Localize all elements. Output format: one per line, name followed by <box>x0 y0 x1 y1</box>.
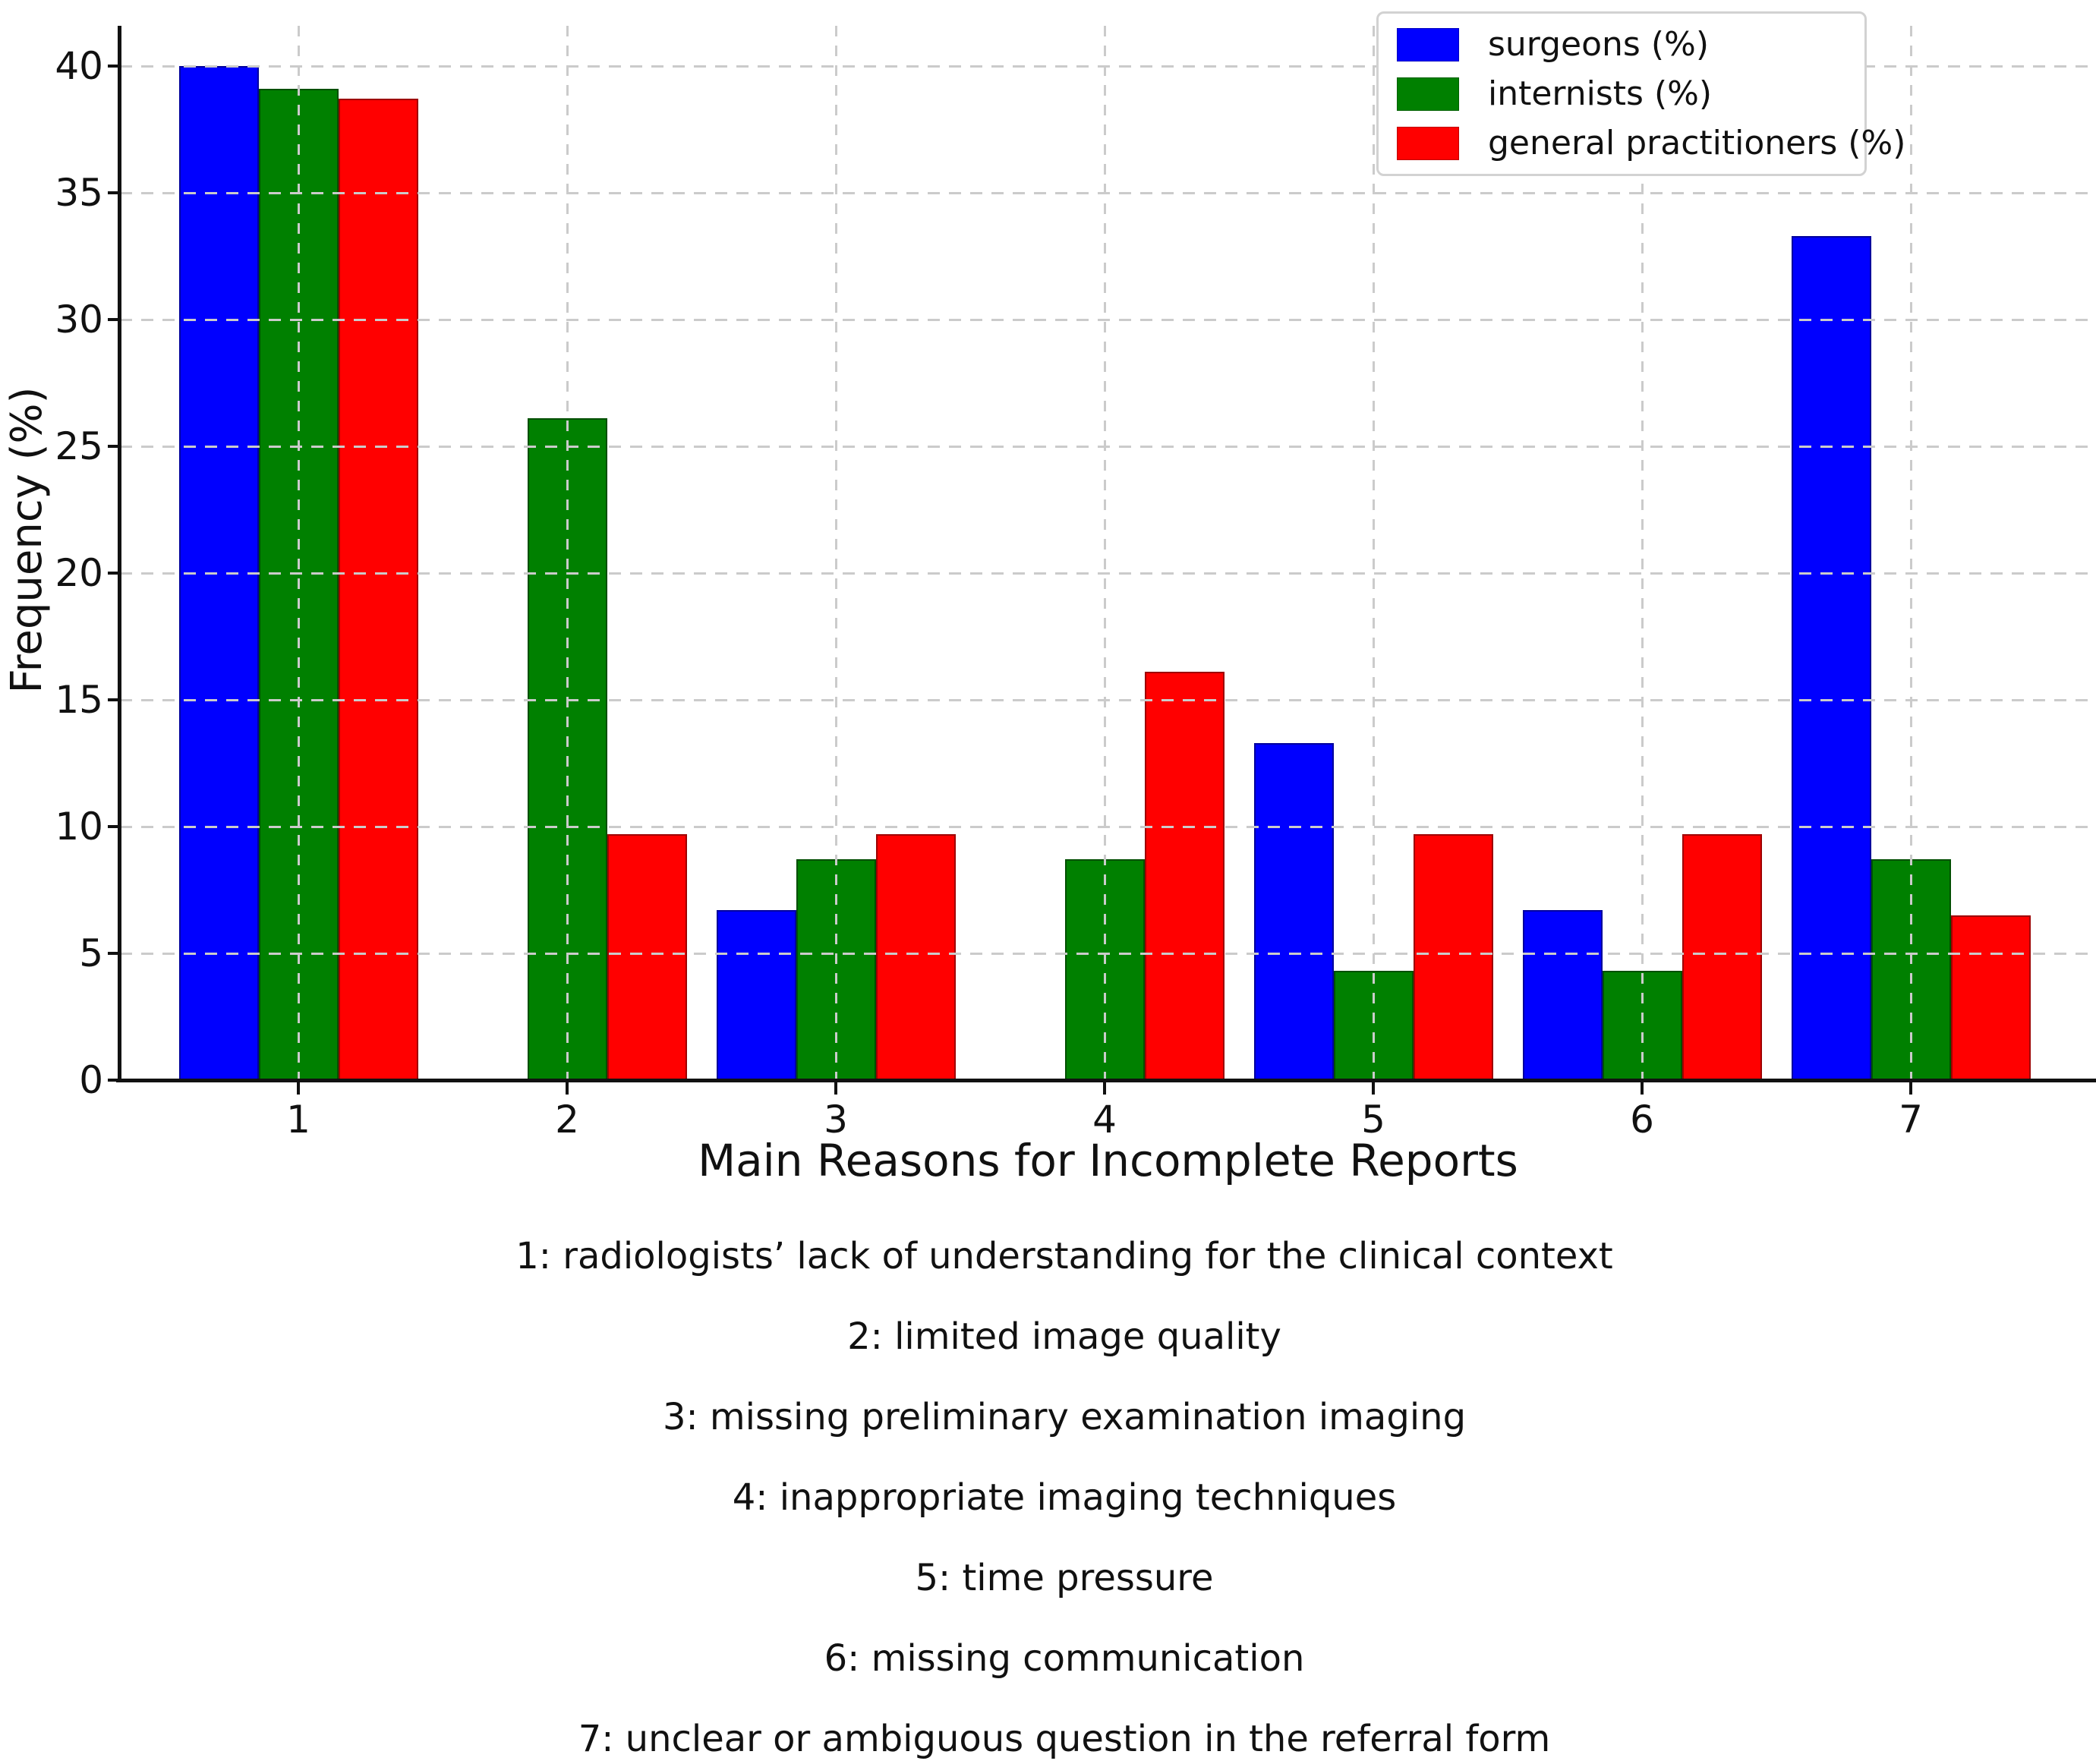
x-tick-2 <box>566 1082 569 1095</box>
x-tick-label-3: 3 <box>824 1098 848 1142</box>
y-tick-label-30: 30 <box>55 298 103 342</box>
footnote-line: 5: time pressure <box>915 1557 1214 1599</box>
y-tick-label-20: 20 <box>55 551 103 595</box>
legend-swatch-icon <box>1397 27 1459 61</box>
bar-general-practitioners-5 <box>1413 834 1493 1080</box>
v-gridline-2 <box>566 26 569 1080</box>
y-axis-line <box>118 26 121 1082</box>
h-gridline-25 <box>120 445 2096 448</box>
footnote-line: 6: missing communication <box>824 1637 1305 1680</box>
bar-surgeons-6 <box>1522 910 1603 1080</box>
x-tick-label-1: 1 <box>286 1098 310 1142</box>
bar-general-practitioners-4 <box>1144 672 1225 1080</box>
footnote-line: 3: missing preliminary examination imagi… <box>662 1396 1467 1438</box>
x-axis-title: Main Reasons for Incomplete Reports <box>698 1135 1518 1186</box>
v-gridline-5 <box>1372 26 1375 1080</box>
y-tick-label-5: 5 <box>79 931 103 975</box>
legend-label: internists (%) <box>1488 74 1713 113</box>
bar-surgeons-3 <box>716 910 796 1080</box>
bar-general-practitioners-7 <box>1950 915 2031 1080</box>
bar-surgeons-5 <box>1253 742 1334 1080</box>
bar-general-practitioners-1 <box>338 99 418 1080</box>
y-tick-0 <box>108 1079 120 1082</box>
h-gridline-5 <box>120 952 2096 955</box>
v-gridline-4 <box>1103 26 1106 1080</box>
y-tick-10 <box>108 825 120 828</box>
x-tick-label-4: 4 <box>1092 1098 1117 1142</box>
h-gridline-10 <box>120 825 2096 828</box>
footnote-line: 7: unclear or ambiguous question in the … <box>578 1718 1551 1760</box>
y-tick-15 <box>108 698 120 701</box>
bar-general-practitioners-2 <box>607 834 687 1080</box>
y-tick-30 <box>108 318 120 321</box>
y-tick-40 <box>108 65 120 68</box>
x-tick-6 <box>1641 1082 1644 1095</box>
footnote-line: 4: inappropriate imaging techniques <box>732 1476 1397 1519</box>
x-tick-label-6: 6 <box>1630 1098 1654 1142</box>
legend-swatch-icon <box>1397 77 1459 111</box>
h-gridline-15 <box>120 698 2096 701</box>
legend-item: internists (%) <box>1397 74 1857 114</box>
footnote-line: 2: limited image quality <box>847 1315 1281 1358</box>
y-tick-label-35: 35 <box>55 171 103 215</box>
y-axis-title: Frequency (%) <box>2 386 52 694</box>
bar-surgeons-7 <box>1791 235 1871 1080</box>
x-tick-4 <box>1103 1082 1106 1095</box>
legend-item: general practitioners (%) <box>1397 124 1905 163</box>
legend-swatch-icon <box>1397 126 1459 160</box>
x-tick-label-2: 2 <box>555 1098 579 1142</box>
v-gridline-3 <box>834 26 837 1080</box>
x-tick-label-7: 7 <box>1899 1098 1923 1142</box>
x-tick-3 <box>834 1082 837 1095</box>
legend-label: surgeons (%) <box>1488 24 1709 64</box>
y-tick-25 <box>108 445 120 448</box>
y-tick-label-0: 0 <box>79 1058 103 1102</box>
x-tick-1 <box>297 1082 300 1095</box>
h-gridline-20 <box>120 572 2096 575</box>
x-tick-label-5: 5 <box>1361 1098 1385 1142</box>
h-gridline-30 <box>120 318 2096 321</box>
x-axis-line <box>116 1079 2096 1082</box>
y-tick-label-10: 10 <box>55 805 103 849</box>
y-tick-20 <box>108 572 120 575</box>
footnotes: 1: radiologists’ lack of understanding f… <box>33 1216 2096 1764</box>
x-tick-7 <box>1909 1082 1912 1095</box>
x-tick-5 <box>1372 1082 1375 1095</box>
legend-item: surgeons (%) <box>1397 25 1857 65</box>
legend-label: general practitioners (%) <box>1488 123 1906 162</box>
v-gridline-7 <box>1909 26 1912 1080</box>
bar-general-practitioners-6 <box>1682 834 1762 1080</box>
y-tick-label-40: 40 <box>55 44 103 88</box>
legend: surgeons (%) internists (%) general practi… <box>1376 11 1905 176</box>
y-tick-35 <box>108 191 120 194</box>
v-gridline-1 <box>297 26 300 1080</box>
y-tick-label-25: 25 <box>55 424 103 468</box>
footnote-line: 1: radiologists’ lack of understanding f… <box>515 1235 1613 1277</box>
h-gridline-40 <box>120 65 2096 68</box>
y-tick-5 <box>108 952 120 955</box>
y-tick-label-15: 15 <box>55 678 103 722</box>
v-gridline-6 <box>1641 26 1644 1080</box>
bar-general-practitioners-3 <box>875 834 956 1080</box>
h-gridline-35 <box>120 191 2096 194</box>
